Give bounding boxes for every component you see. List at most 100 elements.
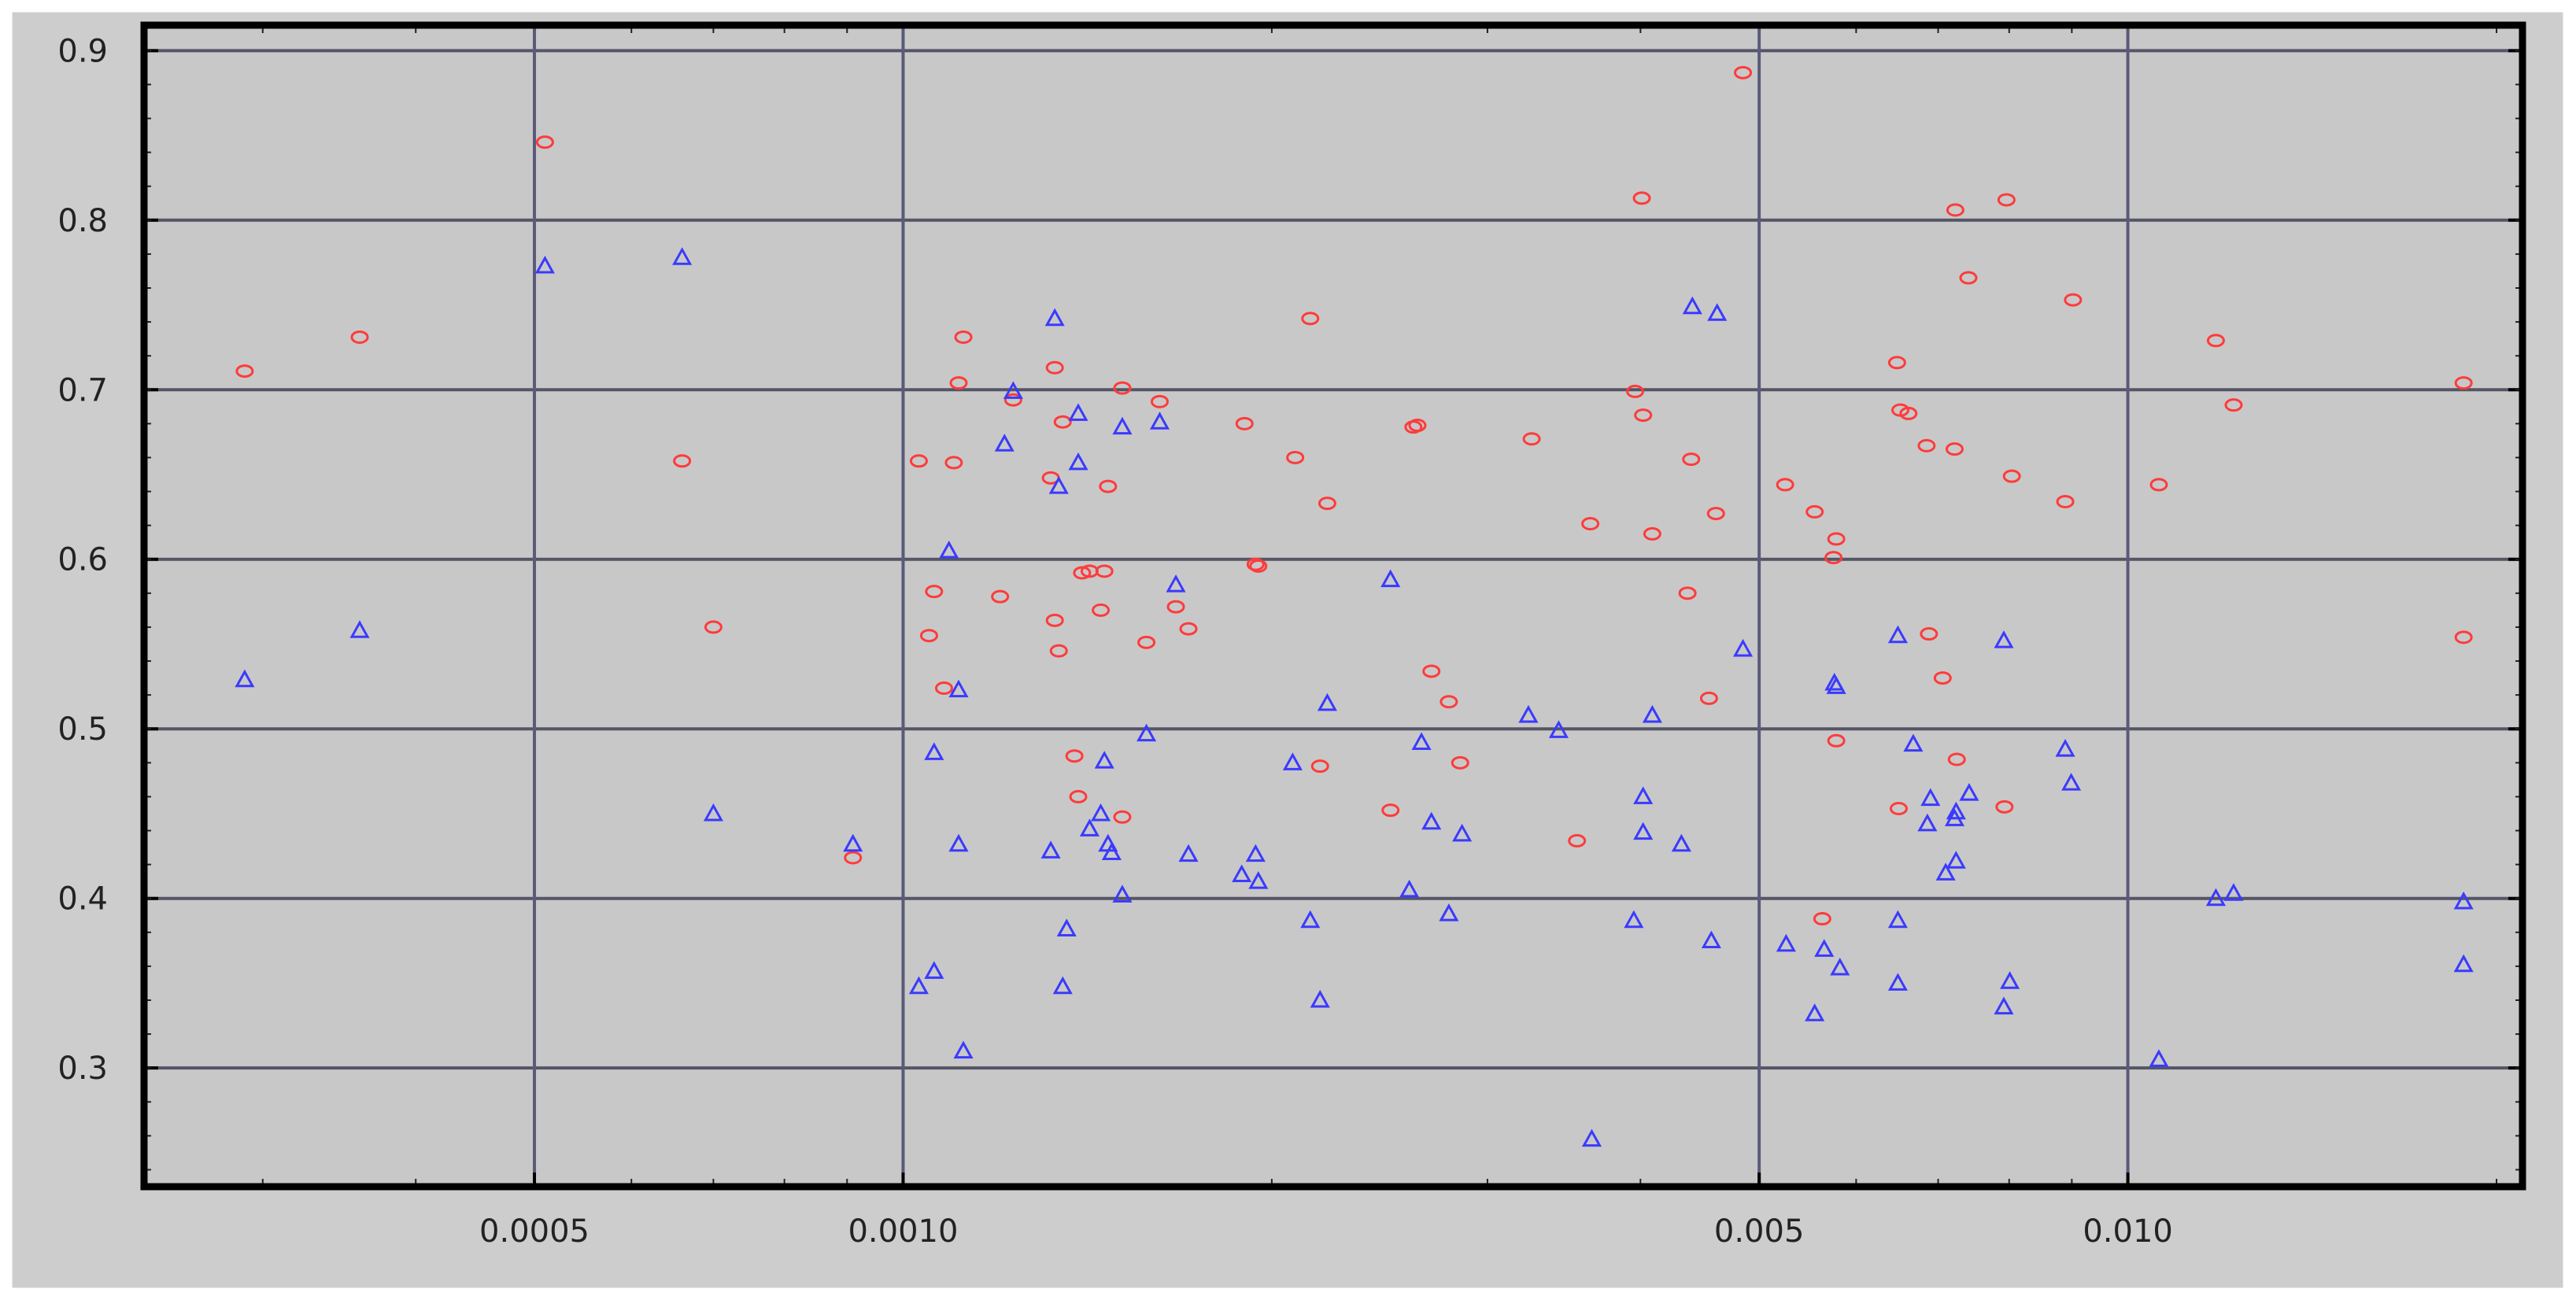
triangle-point bbox=[672, 247, 693, 265]
circle-point bbox=[1053, 415, 1072, 429]
triangle-point bbox=[1548, 720, 1569, 738]
circle-point bbox=[1150, 394, 1169, 408]
circle-point bbox=[1049, 644, 1068, 658]
triangle-point bbox=[1642, 704, 1662, 723]
triangle-point bbox=[1826, 676, 1846, 694]
circle-point bbox=[1073, 566, 1092, 580]
x-tick-label: 0.0010 bbox=[848, 1213, 958, 1250]
triangle-point bbox=[1701, 930, 1721, 949]
circle-point bbox=[1920, 627, 1938, 641]
y-tick-label: 0.4 bbox=[57, 881, 108, 918]
triangle-point bbox=[1920, 788, 1941, 807]
triangle-point bbox=[1633, 822, 1654, 840]
triangle-point bbox=[2055, 738, 2075, 757]
circle-point bbox=[1889, 801, 1908, 815]
triangle-point bbox=[1707, 303, 1728, 321]
triangle-point bbox=[1094, 751, 1114, 769]
triangle-point bbox=[2149, 1049, 2169, 1067]
triangle-point bbox=[349, 620, 370, 638]
y-tick-label: 0.6 bbox=[57, 542, 108, 578]
triangle-point bbox=[1317, 692, 1337, 711]
triangle-point bbox=[1439, 903, 1459, 921]
circle-point bbox=[1887, 356, 1906, 370]
triangle-point bbox=[1300, 910, 1321, 929]
x-tick-label: 0.005 bbox=[1714, 1213, 1805, 1250]
triangle-point bbox=[1068, 403, 1088, 421]
triangle-point bbox=[703, 803, 723, 822]
y-tick-label: 0.8 bbox=[57, 203, 108, 239]
triangle-point bbox=[1245, 844, 1266, 862]
circle-point bbox=[949, 376, 968, 390]
triangle-point bbox=[2453, 891, 2474, 910]
plot-frame bbox=[140, 21, 2526, 1191]
circle-point bbox=[1045, 613, 1064, 627]
triangle-point bbox=[1056, 918, 1077, 936]
triangle-point bbox=[2000, 971, 2020, 989]
triangle-point bbox=[1079, 818, 1100, 837]
series-circles bbox=[235, 65, 2473, 926]
circle-point bbox=[2002, 469, 2021, 483]
triangle-point bbox=[939, 540, 959, 559]
circle-point bbox=[1568, 833, 1587, 848]
circle-point bbox=[1422, 664, 1441, 678]
circle-point bbox=[1706, 507, 1725, 521]
y-tick-label: 0.3 bbox=[57, 1051, 108, 1087]
triangle-point bbox=[1136, 723, 1157, 742]
circle-point bbox=[1408, 419, 1427, 433]
circle-point bbox=[1734, 65, 1753, 79]
x-tick-label: 0.0005 bbox=[479, 1213, 589, 1250]
circle-point bbox=[1632, 191, 1651, 205]
circle-point bbox=[704, 620, 723, 634]
triangle-point bbox=[1887, 973, 1908, 991]
circle-point bbox=[2224, 398, 2243, 412]
triangle-point bbox=[1112, 885, 1133, 903]
circle-point bbox=[1318, 497, 1336, 511]
triangle-point bbox=[1887, 625, 1908, 644]
triangle-point bbox=[1682, 296, 1702, 315]
triangle-point bbox=[908, 976, 929, 995]
triangle-point bbox=[1917, 813, 1938, 832]
circle-point bbox=[2454, 376, 2473, 390]
triangle-point bbox=[1814, 939, 1835, 957]
triangle-point bbox=[1399, 879, 1420, 898]
triangle-point bbox=[953, 1040, 974, 1059]
triangle-point bbox=[1149, 412, 1170, 430]
triangle-point bbox=[1040, 840, 1061, 859]
circle-point bbox=[1522, 432, 1541, 446]
triangle-point bbox=[1310, 989, 1330, 1008]
triangle-point bbox=[843, 833, 863, 852]
triangle-point bbox=[1112, 416, 1133, 435]
circle-point bbox=[1947, 752, 1966, 766]
circle-point bbox=[1045, 360, 1064, 375]
circle-point bbox=[1813, 912, 1831, 926]
triangle-point bbox=[1903, 733, 1924, 752]
circle-point bbox=[535, 135, 554, 150]
triangle-point bbox=[1633, 786, 1654, 804]
triangle-point bbox=[1946, 851, 1966, 869]
plot-area bbox=[144, 25, 2522, 1187]
circle-point bbox=[1581, 516, 1600, 530]
circle-point bbox=[1682, 452, 1701, 467]
triangle-point bbox=[1380, 569, 1401, 588]
circle-point bbox=[1997, 193, 2016, 207]
circle-point bbox=[1113, 810, 1132, 824]
triangle-point bbox=[1581, 1128, 1602, 1147]
circle-point bbox=[1827, 532, 1846, 546]
triangle-point bbox=[2205, 888, 2226, 907]
circle-point bbox=[1065, 749, 1084, 763]
triangle-point bbox=[1935, 862, 1956, 881]
circle-point bbox=[1945, 442, 1964, 456]
circle-point bbox=[1643, 526, 1661, 541]
vertical-gridlines bbox=[533, 25, 2130, 1187]
circle-point bbox=[1933, 671, 1952, 685]
triangle-point bbox=[994, 434, 1015, 452]
triangle-point bbox=[1044, 308, 1065, 327]
circle-point bbox=[1003, 393, 1022, 407]
circle-point bbox=[925, 585, 944, 599]
triangle-point bbox=[2453, 954, 2474, 973]
circle-point bbox=[1451, 755, 1469, 770]
circle-point bbox=[2454, 630, 2473, 644]
circle-point bbox=[1824, 551, 1843, 565]
triangle-point bbox=[924, 961, 944, 979]
horizontal-gridlines bbox=[144, 49, 2522, 1070]
